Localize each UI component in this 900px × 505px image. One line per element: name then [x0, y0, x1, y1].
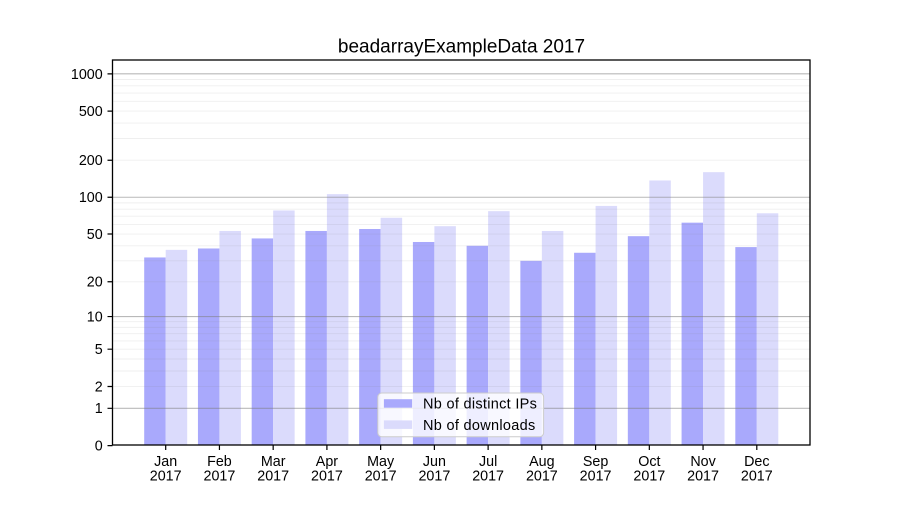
- svg-text:Feb: Feb: [207, 454, 232, 470]
- svg-text:Nb of distinct IPs: Nb of distinct IPs: [423, 397, 537, 413]
- svg-text:Apr: Apr: [316, 454, 338, 470]
- svg-text:Oct: Oct: [638, 454, 660, 470]
- svg-text:2017: 2017: [257, 468, 289, 484]
- svg-text:200: 200: [79, 153, 103, 169]
- svg-text:Jan: Jan: [154, 454, 177, 470]
- svg-text:2017: 2017: [741, 468, 773, 484]
- svg-text:2017: 2017: [580, 468, 612, 484]
- svg-text:1: 1: [95, 401, 103, 417]
- svg-text:May: May: [367, 454, 395, 470]
- svg-text:Jul: Jul: [479, 454, 497, 470]
- svg-text:2017: 2017: [472, 468, 504, 484]
- svg-text:2: 2: [95, 379, 103, 395]
- svg-text:Mar: Mar: [261, 454, 286, 470]
- svg-text:2017: 2017: [150, 468, 182, 484]
- svg-text:2017: 2017: [633, 468, 665, 484]
- svg-text:2017: 2017: [418, 468, 450, 484]
- svg-text:5: 5: [95, 342, 103, 358]
- svg-text:Jun: Jun: [423, 454, 446, 470]
- svg-text:1000: 1000: [71, 67, 103, 83]
- svg-text:Dec: Dec: [744, 454, 769, 470]
- svg-text:2017: 2017: [204, 468, 236, 484]
- svg-text:2017: 2017: [687, 468, 719, 484]
- svg-text:Aug: Aug: [529, 454, 554, 470]
- svg-text:50: 50: [87, 227, 103, 243]
- svg-text:Nov: Nov: [690, 454, 716, 470]
- svg-text:500: 500: [79, 104, 103, 120]
- svg-text:2017: 2017: [526, 468, 558, 484]
- svg-text:0: 0: [95, 439, 103, 455]
- svg-text:2017: 2017: [365, 468, 397, 484]
- svg-text:beadarrayExampleData 2017: beadarrayExampleData 2017: [338, 37, 585, 58]
- svg-text:Sep: Sep: [583, 454, 608, 470]
- svg-text:20: 20: [87, 275, 103, 291]
- svg-text:2017: 2017: [311, 468, 343, 484]
- svg-text:Nb of downloads: Nb of downloads: [423, 418, 536, 434]
- svg-text:10: 10: [87, 309, 103, 325]
- svg-text:100: 100: [79, 190, 103, 206]
